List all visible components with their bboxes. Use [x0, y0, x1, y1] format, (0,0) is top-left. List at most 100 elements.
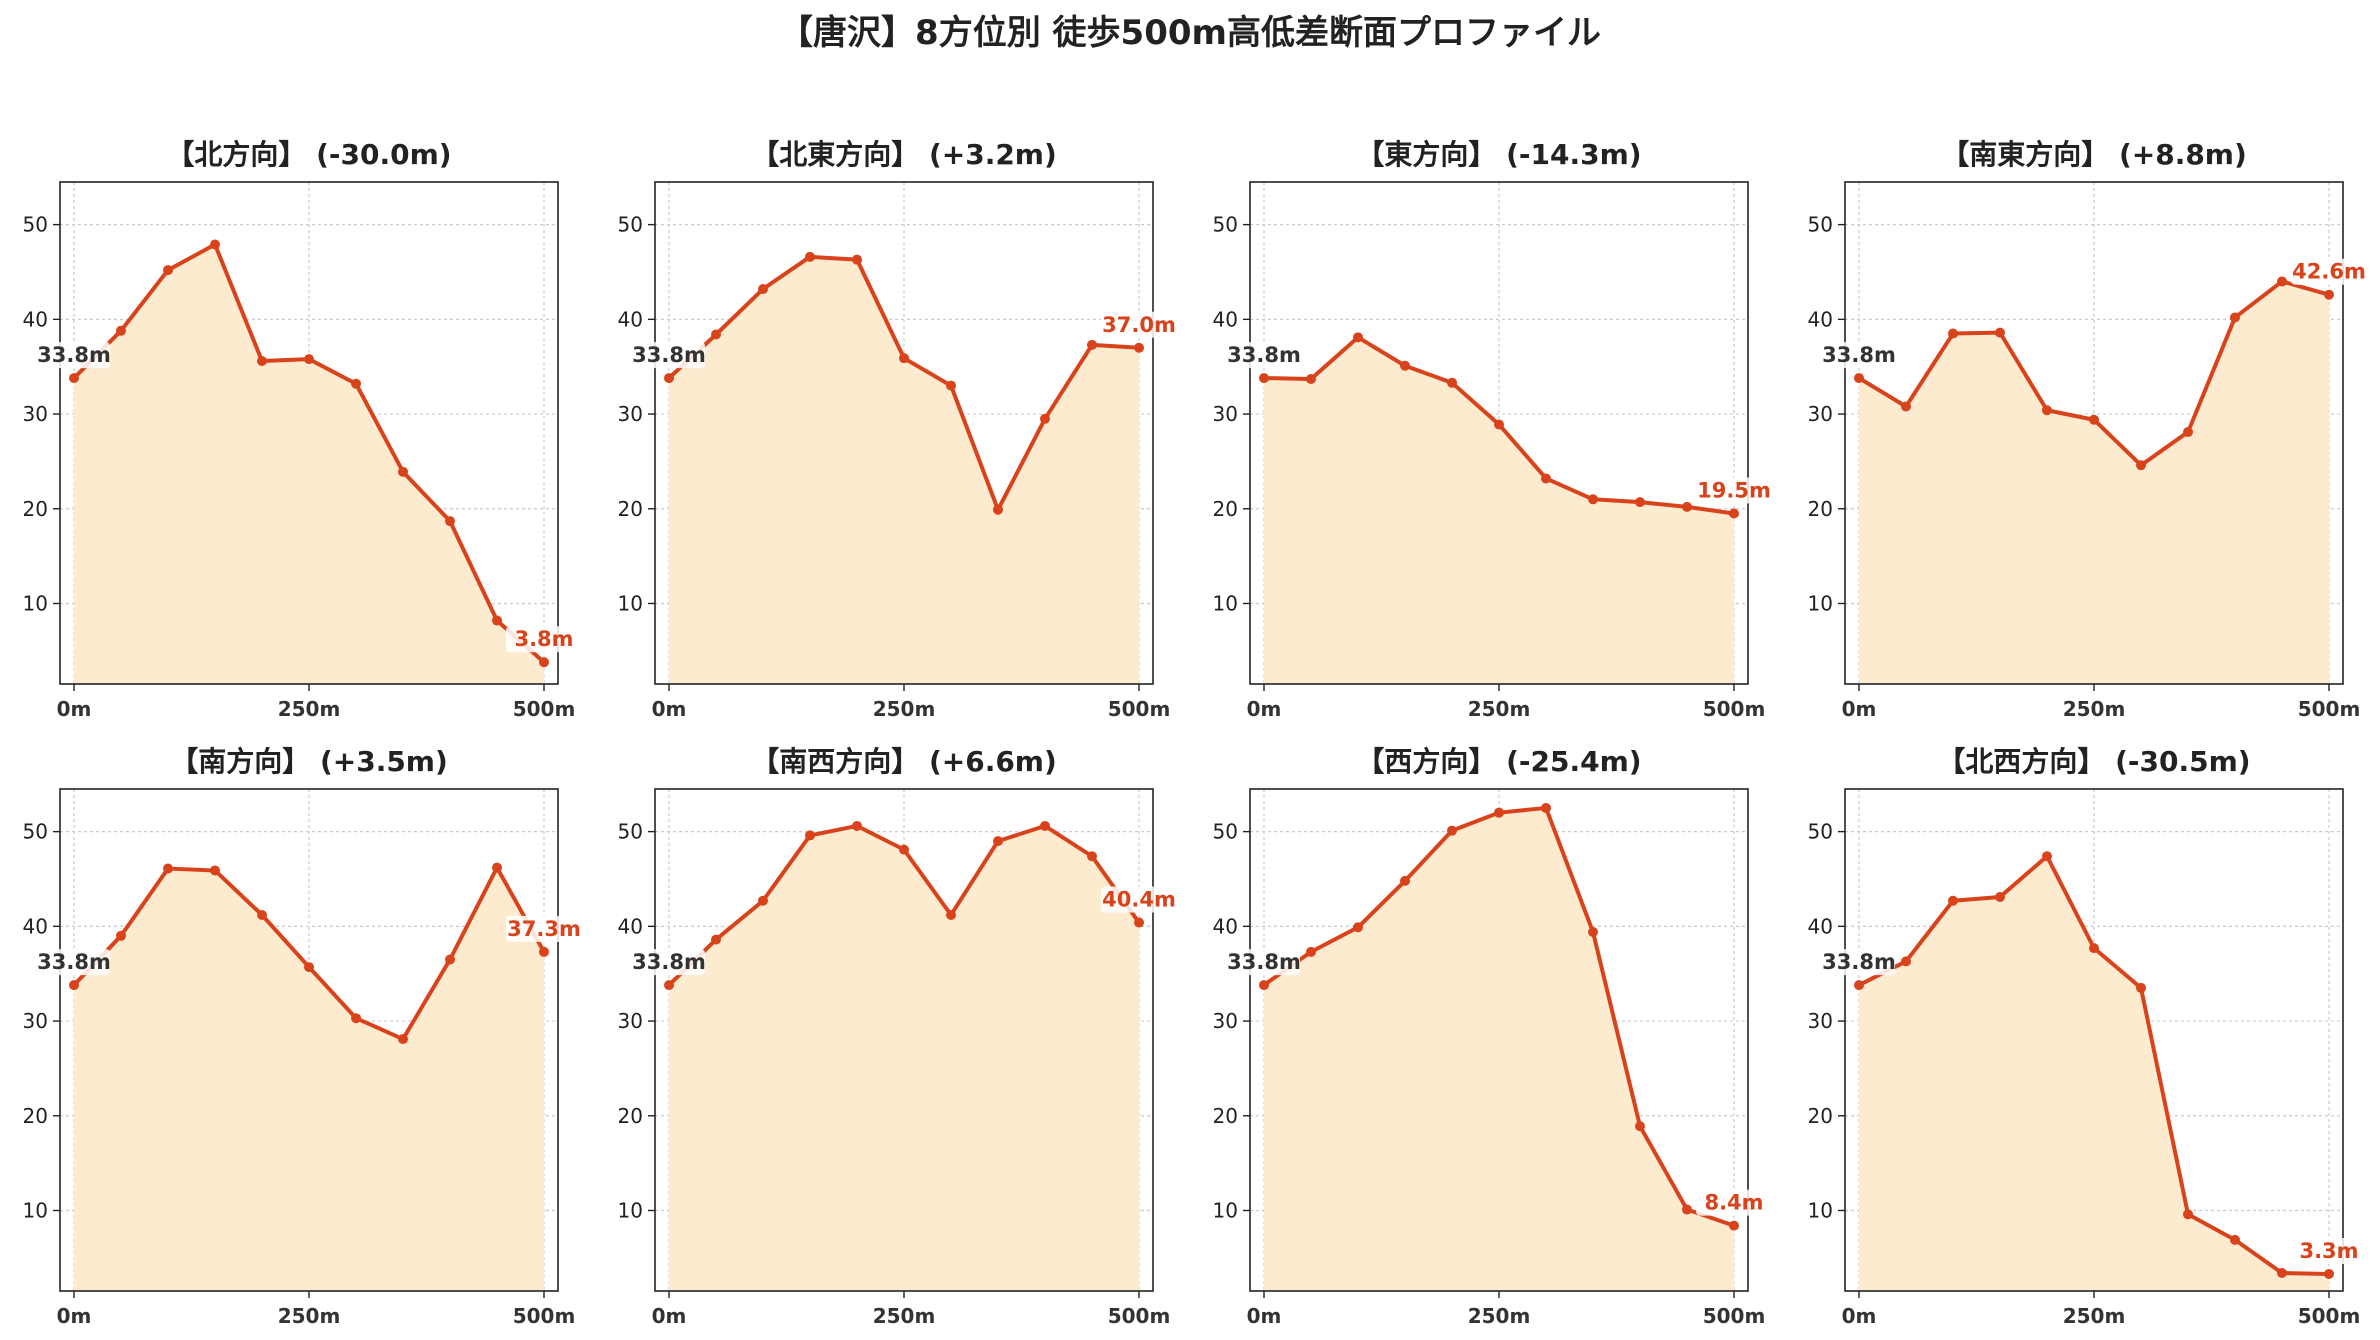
x-tick-label: 250m	[2063, 1304, 2126, 1328]
data-point	[2183, 1209, 2193, 1220]
y-tick-label: 20	[618, 1104, 643, 1128]
end-elevation-label: 19.5m	[1697, 479, 1771, 503]
y-tick-label: 20	[1213, 497, 1238, 521]
x-tick-label: 0m	[652, 697, 687, 721]
y-tick-label: 20	[618, 497, 643, 521]
elevation-area	[1264, 807, 1734, 1291]
y-tick-label: 10	[1808, 591, 1833, 615]
y-tick-label: 40	[1213, 914, 1238, 938]
end-elevation-label: 40.4m	[1102, 888, 1176, 912]
end-label-bg	[506, 915, 582, 942]
x-tick-label: 500m	[513, 1304, 576, 1328]
data-point	[445, 954, 455, 965]
start-label-bg	[38, 949, 110, 976]
y-tick-label: 50	[1213, 820, 1238, 844]
data-point	[1494, 419, 1504, 430]
data-point	[1901, 956, 1911, 967]
y-tick-label: 40	[1808, 914, 1833, 938]
data-point	[664, 980, 674, 991]
data-point	[1447, 825, 1457, 836]
elevation-area	[74, 867, 544, 1291]
start-elevation-label: 33.8m	[37, 343, 111, 367]
y-tick-label: 50	[618, 820, 643, 844]
y-tick-label: 40	[618, 307, 643, 331]
y-tick-label: 20	[23, 1104, 48, 1128]
start-label-bg	[38, 342, 110, 369]
start-elevation-label: 33.8m	[1227, 950, 1301, 974]
data-point	[539, 946, 549, 957]
data-point	[2324, 289, 2334, 300]
y-tick-label: 10	[23, 591, 48, 615]
data-point	[1494, 807, 1504, 818]
y-tick-label: 30	[618, 1009, 643, 1033]
data-point	[116, 930, 126, 941]
start-label-bg	[1823, 342, 1895, 369]
x-tick-label: 0m	[652, 1304, 687, 1328]
x-tick-label: 250m	[1468, 697, 1531, 721]
data-point	[1588, 927, 1598, 938]
y-tick-label: 40	[618, 914, 643, 938]
y-tick-label: 50	[1808, 820, 1833, 844]
panel-title: 【南方向】 (+3.5m)	[170, 745, 448, 778]
y-tick-label: 50	[1808, 213, 1833, 237]
data-point	[1353, 332, 1363, 343]
data-point	[1259, 980, 1269, 991]
y-tick-label: 30	[1808, 402, 1833, 426]
x-tick-label: 500m	[1108, 697, 1171, 721]
data-point	[805, 251, 815, 262]
data-point	[664, 373, 674, 384]
x-tick-label: 0m	[1247, 1304, 1282, 1328]
end-label-bg	[1101, 311, 1177, 338]
data-point	[758, 284, 768, 295]
x-tick-label: 500m	[1703, 697, 1766, 721]
end-label-bg	[2291, 1237, 2367, 1264]
data-point	[2183, 427, 2193, 438]
y-tick-label: 30	[23, 1009, 48, 1033]
x-tick-label: 0m	[1842, 697, 1877, 721]
data-point	[2042, 851, 2052, 862]
data-point	[2230, 312, 2240, 323]
data-point	[1901, 401, 1911, 412]
data-point	[2042, 405, 2052, 416]
data-point	[1948, 328, 1958, 339]
data-point	[2089, 943, 2099, 954]
y-tick-label: 10	[1213, 1198, 1238, 1222]
data-point	[210, 239, 220, 250]
x-tick-label: 0m	[1247, 697, 1282, 721]
data-point	[946, 380, 956, 391]
y-tick-label: 10	[618, 1198, 643, 1222]
data-point	[1541, 473, 1551, 484]
data-point	[1306, 374, 1316, 385]
data-point	[2277, 276, 2287, 287]
x-tick-label: 0m	[1842, 1304, 1877, 1328]
x-tick-label: 0m	[57, 697, 92, 721]
panel-title: 【南西方向】 (+6.6m)	[751, 745, 1057, 778]
start-elevation-label: 33.8m	[37, 950, 111, 974]
data-point	[852, 254, 862, 265]
x-tick-label: 500m	[1703, 1304, 1766, 1328]
data-point	[210, 865, 220, 876]
end-elevation-label: 37.0m	[1102, 313, 1176, 337]
data-point	[1682, 501, 1692, 512]
data-point	[1134, 342, 1144, 353]
data-point	[1682, 1204, 1692, 1215]
data-point	[1948, 895, 1958, 906]
panel-title: 【東方向】 (-14.3m)	[1356, 138, 1641, 171]
y-tick-label: 40	[1808, 307, 1833, 331]
data-point	[1353, 922, 1363, 933]
start-label-bg	[1823, 949, 1895, 976]
data-point	[711, 329, 721, 340]
data-point	[899, 353, 909, 364]
data-point	[398, 466, 408, 477]
elevation-area	[1264, 337, 1734, 684]
end-label-bg	[1696, 477, 1772, 504]
end-elevation-label: 42.6m	[2292, 260, 2366, 284]
end-label-bg	[1101, 886, 1177, 913]
data-point	[1400, 875, 1410, 886]
x-tick-label: 250m	[873, 697, 936, 721]
data-point	[304, 962, 314, 973]
start-label-bg	[633, 949, 705, 976]
